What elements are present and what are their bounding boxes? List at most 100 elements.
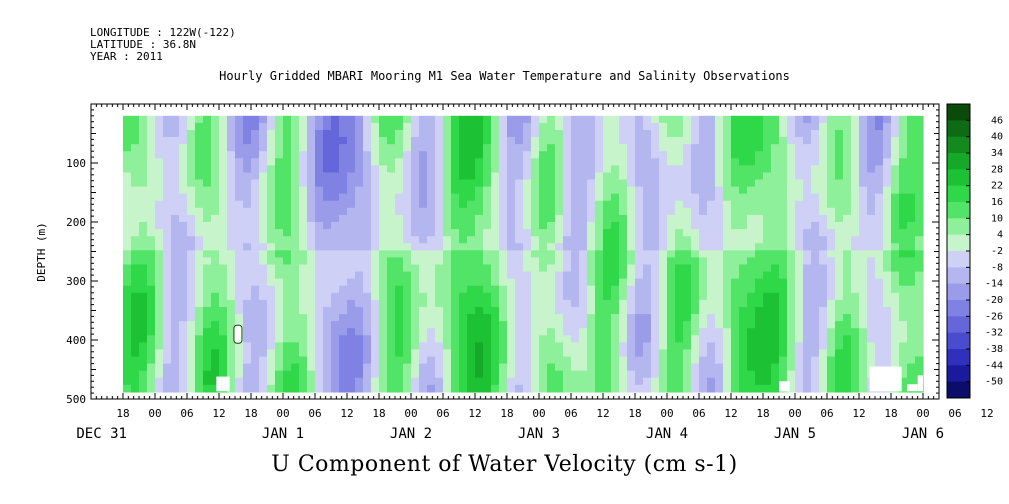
heatmap-cell	[595, 363, 604, 372]
heatmap-cell	[827, 335, 836, 343]
heatmap-cell	[867, 229, 876, 237]
heatmap-cell	[843, 137, 852, 145]
heatmap-cell	[235, 144, 244, 152]
heatmap-cell	[123, 377, 132, 386]
heatmap-cell	[131, 144, 140, 152]
heatmap-cell	[123, 363, 132, 372]
heatmap-cell	[147, 384, 156, 393]
heatmap-cell	[187, 129, 196, 138]
x-tick-label: 18	[116, 407, 129, 420]
heatmap-cell	[723, 186, 732, 195]
heatmap-cell	[651, 207, 660, 216]
heatmap-cell	[371, 321, 380, 329]
heatmap-cell	[267, 151, 276, 159]
heatmap-cell	[819, 193, 828, 202]
heatmap-cell	[579, 321, 588, 329]
heatmap-cell	[859, 151, 868, 159]
heatmap-cell	[571, 314, 580, 322]
heatmap-cell	[355, 165, 364, 174]
heatmap-cell	[395, 285, 404, 294]
heatmap-cell	[779, 122, 788, 131]
heatmap-cell	[315, 278, 324, 287]
heatmap-cell	[291, 122, 300, 131]
heatmap-cell	[411, 151, 420, 159]
heatmap-cell	[219, 165, 228, 174]
heatmap-cell	[595, 314, 604, 322]
heatmap-cell	[835, 299, 844, 308]
heatmap-cell	[739, 285, 748, 294]
heatmap-cell	[283, 129, 292, 138]
heatmap-cell	[267, 236, 276, 244]
heatmap-cell	[611, 200, 620, 209]
heatmap-cell	[163, 335, 172, 343]
heatmap-cell	[915, 186, 924, 195]
heatmap-cell	[811, 236, 820, 244]
heatmap-cell	[411, 193, 420, 202]
heatmap-cell	[683, 349, 692, 358]
heatmap-cell	[635, 342, 644, 351]
heatmap-cell	[795, 377, 804, 386]
heatmap-cell	[779, 257, 788, 266]
heatmap-cell	[531, 285, 540, 294]
heatmap-cell	[643, 165, 652, 174]
heatmap-cell	[635, 165, 644, 174]
heatmap-cell	[771, 207, 780, 216]
heatmap-cell	[819, 158, 828, 166]
y-tick-label: 300	[66, 275, 86, 288]
heatmap-cell	[323, 370, 332, 379]
heatmap-cell	[907, 363, 916, 372]
heatmap-cell	[611, 264, 620, 273]
heatmap-cell	[403, 151, 412, 159]
heatmap-cell	[387, 186, 396, 195]
heatmap-cell	[291, 236, 300, 244]
heatmap-cell	[411, 314, 420, 322]
heatmap-cell	[187, 222, 196, 230]
heatmap-cell	[635, 370, 644, 379]
heatmap-cell	[651, 250, 660, 258]
heatmap-cell	[851, 377, 860, 386]
heatmap-cell	[611, 144, 620, 152]
heatmap-cell	[283, 122, 292, 131]
heatmap-cell	[315, 144, 324, 152]
heatmap-cell	[907, 122, 916, 131]
heatmap-cell	[395, 144, 404, 152]
heatmap-cell	[411, 250, 420, 258]
heatmap-cell	[155, 236, 164, 244]
heatmap-cell	[459, 165, 468, 174]
x-tick-label: 00	[148, 407, 161, 420]
heatmap-cell	[731, 229, 740, 237]
heatmap-cell	[683, 144, 692, 152]
heatmap-cell	[331, 158, 340, 166]
heatmap-cell	[699, 122, 708, 131]
heatmap-cell	[331, 179, 340, 188]
heatmap-cell	[123, 356, 132, 365]
heatmap-cell	[875, 314, 884, 322]
heatmap-cell	[507, 370, 516, 379]
heatmap-cell	[715, 122, 724, 131]
heatmap-cell	[667, 278, 676, 287]
heatmap-cell	[795, 292, 804, 301]
heatmap-cell	[515, 214, 524, 223]
heatmap-cell	[747, 271, 756, 280]
heatmap-cell	[379, 349, 388, 358]
heatmap-cell	[411, 158, 420, 166]
heatmap-cell	[259, 158, 268, 166]
heatmap-cell	[875, 229, 884, 237]
heatmap-cell	[395, 257, 404, 266]
heatmap-cell	[763, 243, 772, 251]
heatmap-cell	[403, 172, 412, 181]
heatmap-cell	[707, 306, 716, 315]
heatmap-cell	[211, 271, 220, 280]
heatmap-cell	[163, 222, 172, 230]
heatmap-cell	[187, 207, 196, 216]
heatmap-cell	[803, 236, 812, 244]
heatmap-cell	[539, 222, 548, 230]
heatmap-cell	[779, 243, 788, 251]
heatmap-cell	[907, 129, 916, 138]
heatmap-cell	[563, 321, 572, 329]
heatmap-cell	[819, 144, 828, 152]
heatmap-cell	[667, 243, 676, 251]
heatmap-cell	[723, 137, 732, 145]
heatmap-cell	[739, 342, 748, 351]
